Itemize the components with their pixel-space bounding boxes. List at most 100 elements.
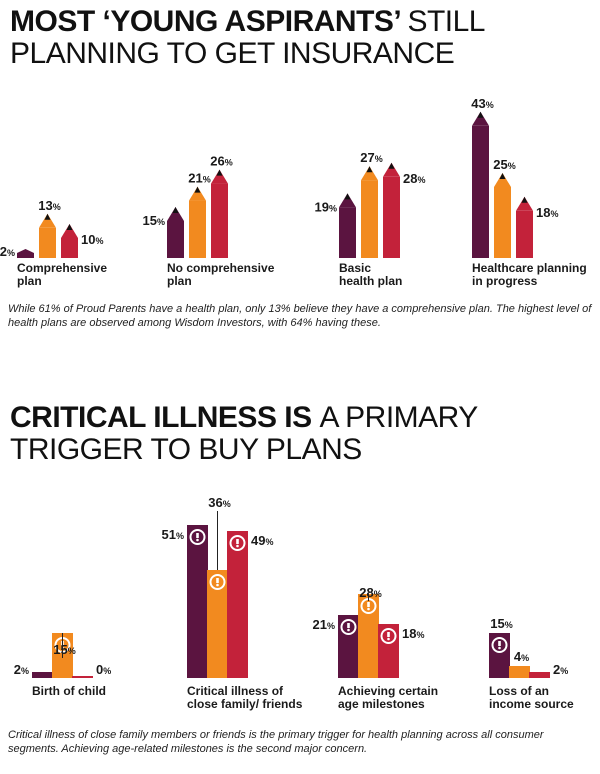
data-label: 51% [162, 527, 184, 542]
data-label: 15% [53, 642, 75, 657]
chart1-title: MOST ‘YOUNG ASPIRANTS’ STILL PLANNING TO… [10, 6, 485, 70]
pencil-tip [516, 196, 533, 211]
chart2-title-bold: CRITICAL ILLNESS IS [10, 401, 312, 434]
alert-icon-dot [216, 583, 219, 587]
pencil-tip [494, 173, 511, 187]
bar [509, 666, 530, 678]
pencil-bar [211, 183, 228, 258]
pencil-tip [167, 207, 184, 221]
data-label: 15% [490, 616, 512, 631]
pencil-tip [361, 166, 378, 181]
category-label: Achieving certain age milestones [338, 684, 438, 711]
pencil-bar [383, 176, 400, 258]
pencil-bar [17, 249, 34, 258]
alert-icon-bar [216, 578, 219, 583]
bar [358, 594, 379, 678]
data-label: 2% [553, 662, 568, 677]
alert-icon-bar [196, 533, 199, 538]
data-label: 18% [536, 205, 558, 220]
alert-icon-dot [387, 637, 390, 641]
data-label: 2% [0, 244, 15, 259]
category-label: Comprehensive plan [17, 261, 107, 288]
data-label: 21% [313, 617, 335, 632]
alert-icon-bar [387, 632, 390, 637]
chart2-title-line2: TRIGGER TO BUY PLANS [10, 433, 362, 466]
data-label: 21% [188, 171, 210, 186]
bar [207, 570, 228, 678]
category-label: Basic health plan [339, 261, 402, 288]
alert-icon-bar [498, 641, 501, 646]
pencil-lead [366, 166, 373, 173]
pencil-bar [472, 125, 489, 258]
pencil-lead [216, 169, 223, 176]
category-label: Critical illness of close family/ friends [187, 684, 303, 711]
category-label: Healthcare planning in progress [472, 261, 587, 288]
chart1-title-light: STILL [407, 5, 485, 38]
alert-icon-bar [367, 602, 370, 607]
data-label: 25% [493, 157, 515, 172]
data-label: 13% [38, 198, 60, 213]
pencil-lead [44, 213, 51, 220]
data-label: 36% [208, 495, 230, 510]
pencil-bar [39, 227, 56, 258]
bar [227, 531, 248, 678]
data-label: 27% [360, 150, 382, 165]
bar [32, 672, 53, 678]
pencil-tip [472, 111, 489, 126]
pencil-lead [172, 207, 179, 213]
pencil-tip [383, 162, 400, 177]
alert-bar-chart: 2% 15% 0% Birth of child 51% 36% 49% Critical i… [14, 495, 574, 711]
data-label: 4% [514, 649, 529, 664]
alert-icon-dot [196, 538, 199, 542]
pencil-lead [388, 162, 395, 169]
pencil-bar-chart: 2% 13% 10% Comprehensive plan 15% 21%26% No com… [0, 96, 587, 288]
pencil-bar [61, 238, 78, 258]
pencil-bar [361, 180, 378, 258]
data-label: 28% [403, 171, 425, 186]
pencil-bar [516, 210, 533, 258]
category-label: Birth of child [32, 684, 106, 698]
chart2-title: CRITICAL ILLNESS IS A PRIMARY TRIGGER TO… [10, 402, 478, 466]
chart2-caption: Critical illness of close family members… [8, 729, 544, 755]
alert-icon-bar [347, 623, 350, 628]
pencil-tip [189, 186, 206, 201]
data-label: 28% [359, 585, 381, 600]
data-label: 10% [81, 232, 103, 247]
pencil-bar [494, 187, 511, 258]
pencil-lead [499, 173, 506, 179]
chart1-title-line2: PLANNING TO GET INSURANCE [10, 37, 455, 70]
data-label: 49% [251, 533, 273, 548]
data-label: 15% [143, 213, 165, 228]
alert-icon-dot [236, 544, 239, 548]
pencil-tip [211, 169, 228, 184]
pencil-bar [189, 200, 206, 258]
data-label: 2% [14, 662, 29, 677]
data-label: 18% [402, 626, 424, 641]
chart1-caption: While 61% of Proud Parents have a health… [8, 303, 592, 329]
data-label: 19% [315, 199, 337, 214]
alert-icon-dot [367, 607, 370, 611]
chart1-title-bold: MOST ‘YOUNG ASPIRANTS’ [10, 5, 400, 38]
alert-icon-bar [236, 539, 239, 544]
pencil-lead [477, 111, 484, 118]
pencil-tip [61, 224, 78, 238]
pencil-lead [344, 193, 351, 200]
pencil-lead [66, 224, 73, 230]
pencil-tip [39, 213, 56, 228]
chart2-title-light: A PRIMARY [319, 401, 478, 434]
bar [187, 525, 208, 678]
alert-icon-dot [347, 628, 350, 632]
category-label: No comprehensive plan [167, 261, 275, 288]
alert-icon-dot [498, 646, 501, 650]
pencil-tip [339, 193, 356, 208]
pencil-lead [521, 196, 528, 203]
category-label: Loss of an income source [489, 684, 574, 711]
data-label: 0% [96, 662, 111, 677]
pencil-bar [167, 221, 184, 258]
pencil-bar [339, 207, 356, 258]
bar [72, 676, 93, 678]
data-label: 43% [471, 96, 493, 111]
pencil-lead [194, 186, 201, 193]
bar [529, 672, 550, 678]
data-label: 26% [210, 154, 232, 169]
